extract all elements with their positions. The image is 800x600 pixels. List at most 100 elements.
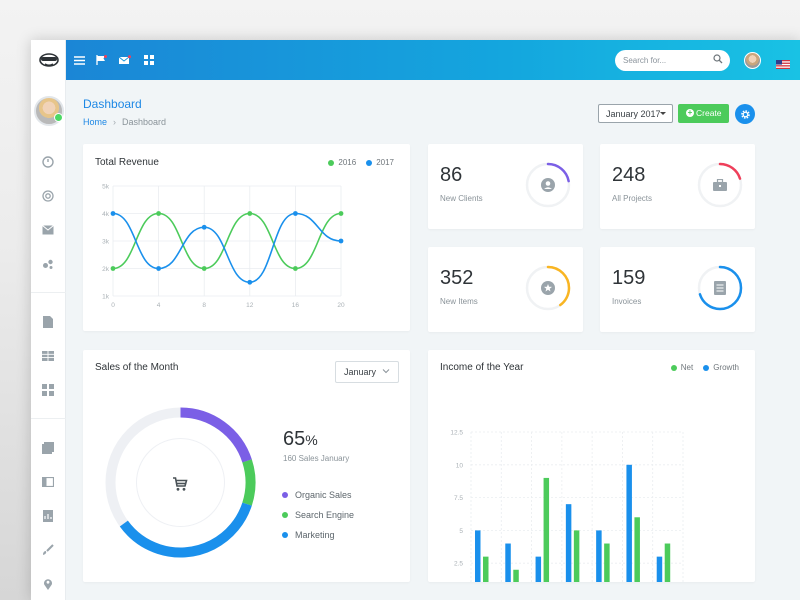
y-tick-label: 12.5 — [450, 430, 463, 437]
dashboard-icon[interactable] — [41, 155, 55, 169]
progress-ring — [525, 265, 571, 311]
revenue-line-chart: 1k 2k 3k 4k 5k 0 4 8 12 16 20 — [102, 184, 345, 310]
bar-net — [543, 477, 550, 582]
data-point — [156, 266, 161, 271]
legend-dot — [328, 159, 335, 166]
data-point — [201, 224, 207, 230]
y-tick-label: 1k — [102, 294, 110, 301]
plus-icon: + — [686, 108, 694, 117]
report-icon[interactable] — [41, 509, 55, 523]
top-navbar: Search for... — [66, 40, 800, 80]
brush-icon[interactable] — [41, 543, 55, 557]
legend-dot — [703, 364, 710, 371]
ring-progress — [697, 162, 743, 208]
create-button[interactable]: + Create — [678, 104, 729, 123]
donut-slice-2 — [105, 407, 256, 558]
sales-percent-symbol: % — [305, 432, 318, 448]
series-line-2017 — [112, 212, 342, 284]
us-flag-icon[interactable] — [776, 56, 790, 69]
legend-item[interactable]: Search Engine — [282, 505, 354, 525]
target-icon[interactable] — [41, 189, 55, 203]
sidebar — [31, 40, 66, 600]
settings-button[interactable] — [735, 104, 755, 124]
layout-icon[interactable] — [41, 475, 55, 489]
sales-percent: 65% — [283, 428, 318, 451]
bubbles-icon[interactable] — [41, 257, 55, 271]
data-point — [338, 211, 344, 216]
stat-card-projects: 248 All Projects — [600, 144, 755, 229]
legend-item[interactable]: Net — [670, 363, 693, 372]
ring-progress — [525, 265, 571, 311]
bar-growth — [475, 530, 481, 582]
sales-subtitle: 160 Sales January — [283, 454, 350, 463]
y-tick-label: 2k — [102, 266, 110, 273]
breadcrumb: Home › Dashboard — [83, 117, 166, 127]
data-point — [293, 211, 298, 216]
ring-progress — [697, 265, 743, 311]
x-tick-label: 0 — [111, 302, 115, 309]
apps-icon[interactable] — [142, 53, 156, 67]
y-tick-label: 10 — [456, 462, 464, 469]
month-dropdown-value: January — [344, 367, 377, 377]
menu-icon[interactable] — [72, 53, 86, 67]
legend-item[interactable]: 2016 — [328, 158, 356, 167]
user-icon — [541, 178, 555, 192]
income-year-card: Income of the Year Net Growth 02.557.510… — [428, 350, 755, 582]
legend-item[interactable]: 2017 — [366, 158, 394, 167]
search-input[interactable]: Search for... — [615, 50, 730, 71]
sidebar-divider — [31, 292, 66, 293]
bar-net — [634, 517, 640, 582]
user-avatar[interactable] — [744, 52, 761, 69]
card-title: Total Revenue — [95, 157, 159, 168]
mail-icon[interactable] — [41, 223, 55, 237]
bar-net — [664, 543, 671, 582]
x-tick-label: 12 — [246, 302, 254, 309]
sidebar-avatar[interactable] — [34, 96, 64, 126]
legend-dot — [282, 492, 288, 498]
month-select[interactable]: January 2017 — [598, 104, 673, 123]
sidebar-divider — [31, 418, 66, 419]
legend-item[interactable]: Growth — [703, 363, 739, 372]
y-tick-label: 3k — [102, 239, 110, 246]
month-select-value: January 2017 — [606, 109, 661, 119]
table-icon[interactable] — [41, 349, 55, 363]
y-tick-label: 5 — [459, 528, 463, 535]
donut-inner-ring — [136, 438, 225, 527]
legend-item[interactable]: Organic Sales — [282, 485, 354, 505]
flag-icon[interactable] — [94, 53, 108, 67]
envelope-icon[interactable] — [118, 53, 132, 67]
series-line-2016 — [112, 212, 342, 270]
breadcrumb-current: Dashboard — [122, 117, 167, 127]
location-icon[interactable] — [41, 577, 55, 591]
stat-label: New Clients — [440, 194, 483, 203]
breadcrumb-separator-icon: › — [113, 117, 117, 127]
legend-label: Search Engine — [295, 510, 355, 520]
bar-growth — [565, 504, 572, 582]
data-point — [156, 211, 161, 216]
file-icon[interactable] — [41, 315, 55, 329]
month-dropdown[interactable]: January — [335, 361, 399, 383]
progress-ring — [697, 162, 743, 208]
data-point — [293, 266, 298, 271]
legend-dot — [670, 364, 677, 371]
y-tick-label: 2.5 — [454, 561, 463, 568]
bar-growth — [535, 556, 542, 582]
x-tick-label: 20 — [337, 302, 345, 309]
app-window: Search for... Dashboard Home › Dashboard J… — [31, 40, 800, 600]
legend-item[interactable]: Marketing — [282, 525, 354, 545]
breadcrumb-home-link[interactable]: Home — [83, 117, 108, 127]
stat-card-items: 352 New Items — [428, 247, 583, 332]
stat-label: All Projects — [612, 194, 653, 203]
search-icon[interactable] — [713, 54, 723, 66]
book-icon[interactable] — [41, 441, 55, 455]
legend-dot — [282, 532, 288, 538]
legend-dot — [282, 512, 288, 518]
invoice-icon — [714, 281, 726, 295]
bar-growth — [626, 464, 632, 582]
y-tick-label: 7.5 — [454, 495, 463, 502]
bar-growth — [596, 530, 602, 582]
data-point — [201, 266, 207, 271]
widgets-icon[interactable] — [41, 383, 55, 397]
logo-icon[interactable] — [31, 40, 66, 80]
